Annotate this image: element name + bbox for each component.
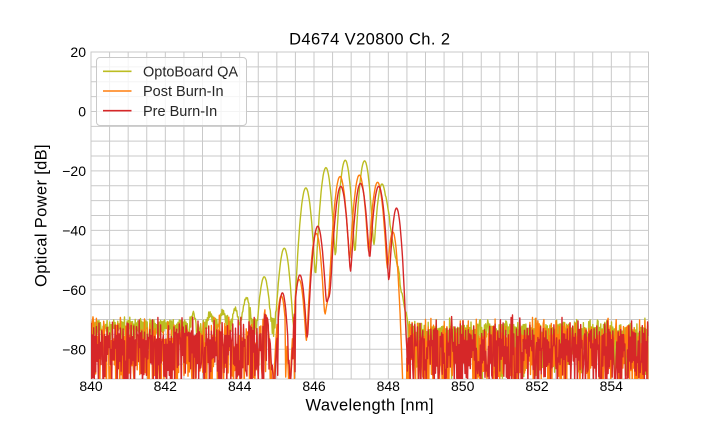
svg-text:D4674 V20800 Ch. 2: D4674 V20800 Ch. 2 [289, 31, 450, 49]
svg-text:20: 20 [70, 44, 86, 60]
svg-text:Optical Power [dB]: Optical Power [dB] [33, 144, 51, 287]
svg-text:854: 854 [600, 378, 624, 394]
svg-text:0: 0 [78, 104, 86, 120]
svg-text:Wavelength [nm]: Wavelength [nm] [306, 397, 434, 415]
svg-text:842: 842 [154, 378, 178, 394]
svg-text:848: 848 [377, 378, 401, 394]
svg-text:−80: −80 [62, 341, 86, 357]
svg-text:OptoBoard QA: OptoBoard QA [143, 65, 238, 81]
svg-text:844: 844 [228, 378, 252, 394]
svg-text:−40: −40 [62, 222, 86, 238]
svg-text:840: 840 [79, 378, 103, 394]
svg-text:850: 850 [451, 378, 475, 394]
svg-text:Pre Burn-In: Pre Burn-In [143, 104, 217, 120]
svg-text:Post Burn-In: Post Burn-In [143, 84, 224, 100]
svg-text:852: 852 [525, 378, 549, 394]
svg-text:−20: −20 [62, 163, 86, 179]
svg-text:−60: −60 [62, 282, 86, 298]
svg-text:846: 846 [302, 378, 326, 394]
